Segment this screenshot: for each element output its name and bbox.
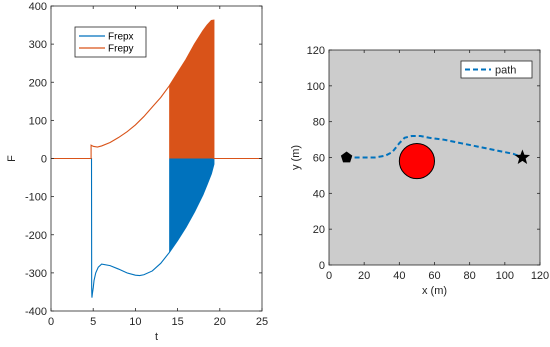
chart2-x-tick-label: 100 [496, 270, 514, 282]
chart1-x-axis-label: t [155, 331, 158, 343]
chart2-x-tick-label: 80 [464, 270, 476, 282]
chart2-y-tick-label: 120 [307, 45, 325, 57]
chart2-goal-marker [514, 149, 531, 164]
chart2-y-tick-label: 40 [313, 188, 325, 200]
chart2-y-tick-label: 20 [313, 224, 325, 236]
chart1-x-tick-label: 25 [256, 316, 268, 328]
chart2-y-tick-label: 80 [313, 117, 325, 129]
chart2-legend-label-path: path [495, 65, 516, 77]
chart1-y-tick-label: 0 [41, 154, 47, 166]
chart2-legend [460, 60, 533, 79]
chart1-series-Frepx [51, 157, 262, 298]
chart2-start-marker [340, 151, 353, 163]
chart1-x-tick-label: 10 [129, 316, 141, 328]
chart1-y-tick-label: -200 [25, 230, 47, 242]
chart1-y-tick-label: -400 [25, 306, 47, 318]
chart2-x-tick-label: 60 [428, 270, 440, 282]
chart1-y-tick-label: -300 [25, 268, 47, 280]
chart1-y-tick-label: 400 [29, 1, 47, 13]
chart2-series-path [346, 135, 523, 159]
chart1-y-tick-label: 100 [29, 115, 47, 127]
chart1-x-tick-label: 15 [171, 316, 183, 328]
chart1-x-tick-label: 20 [214, 316, 226, 328]
chart1-legend-label-Frepx: Frepx [108, 32, 134, 43]
chart1-y-tick-label: -100 [25, 192, 47, 204]
chart2-y-tick-label: 0 [319, 260, 325, 272]
chart2-y-tick-label: 60 [313, 153, 325, 165]
chart1-y-tick-label: 300 [29, 39, 47, 51]
chart1-shaded-region-Frepy [169, 20, 214, 159]
chart2-y-axis-label: y (m) [290, 145, 302, 170]
chart1-x-tick-label: 0 [48, 316, 54, 328]
chart1-legend [74, 26, 147, 58]
chart2-y-tick-label: 100 [307, 81, 325, 93]
chart2-x-tick-label: 40 [393, 270, 405, 282]
chart1-x-tick-label: 5 [90, 316, 96, 328]
chart1-legend-label-Frepy: Frepy [108, 44, 134, 55]
chart1-shaded-region-Frepx [169, 158, 214, 253]
chart1-series-Frepy [51, 19, 262, 160]
chart2-obstacle-circle [398, 143, 435, 180]
chart2-x-axis-label: x (m) [422, 285, 447, 297]
chart2-x-tick-label: 120 [531, 270, 549, 282]
chart1-y-axis-label: F [6, 155, 18, 162]
chart2-x-tick-label: 20 [358, 270, 370, 282]
chart2-x-tick-label: 0 [326, 270, 332, 282]
chart1-y-tick-label: 200 [29, 77, 47, 89]
